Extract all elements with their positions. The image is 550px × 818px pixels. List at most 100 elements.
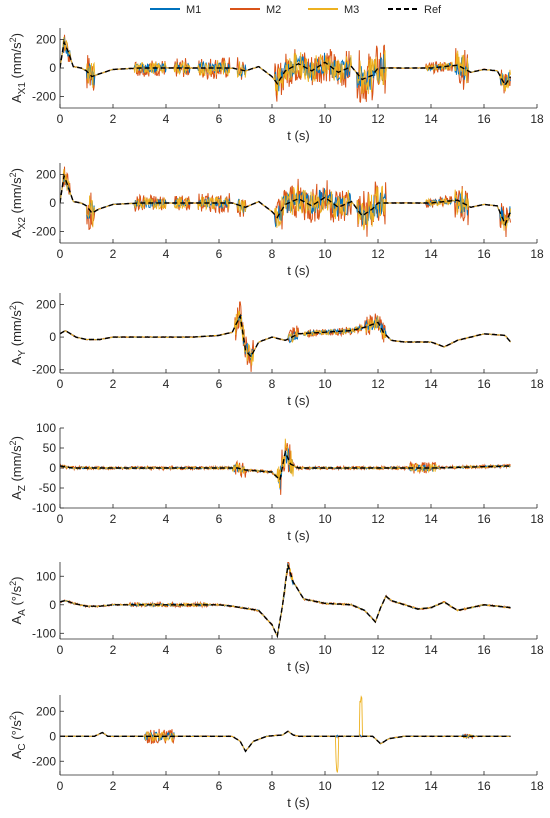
x-tick-label: 10 [318,112,332,126]
x-tick-label: 6 [216,377,223,391]
x-tick-label: 18 [530,643,544,657]
x-tick-label: 4 [163,512,170,526]
x-tick-label: 16 [477,377,491,391]
x-axis-label-ac: t (s) [287,795,309,810]
series-m3-ax2 [60,169,511,231]
y-tick-label: -100 [32,626,56,640]
panel-az: 0 2 4 6 8 10 12 14 16 18 -100 -50 0 50 100 t (s) AZ (mm/… [8,421,544,543]
x-tick-label: 8 [269,247,276,261]
x-tick-label: 14 [424,779,438,793]
y-axis-label-ay: AY (mm/s2) [8,301,28,365]
x-tick-label: 4 [163,643,170,657]
y-tick-label: 0 [49,461,56,475]
x-axis-label-ay: t (s) [287,393,309,408]
y-tick-label: -50 [39,481,57,495]
y-tick-label: 0 [49,729,56,743]
x-tick-label: 6 [216,247,223,261]
x-tick-label: 18 [530,247,544,261]
x-tick-label: 8 [269,512,276,526]
legend-label-m3: M3 [344,4,359,16]
x-tick-label: 4 [163,112,170,126]
x-tick-label: 4 [163,779,170,793]
x-tick-label: 12 [371,247,385,261]
plot-area-aa [60,562,511,639]
series-m1-aa [60,563,511,636]
x-axis-label-aa: t (s) [287,659,309,674]
x-tick-label: 18 [530,112,544,126]
x-tick-label: 6 [216,512,223,526]
x-tick-label: 0 [57,643,64,657]
x-tick-label: 8 [269,112,276,126]
series-m2-aa [60,562,511,636]
x-tick-label: 18 [530,512,544,526]
plot-area-ax2 [60,166,512,238]
y-tick-label: 200 [36,297,56,311]
series-m1-ax1 [60,37,511,92]
y-tick-label: 0 [49,330,56,344]
x-tick-label: 4 [163,377,170,391]
y-tick-label: 0 [49,61,56,75]
x-axis-label-az: t (s) [287,528,309,543]
x-tick-label: 10 [318,377,332,391]
series-m1-ac [60,731,511,752]
x-axis-label-ax1: t (s) [287,128,309,143]
x-tick-label: 16 [477,779,491,793]
x-tick-label: 10 [318,247,332,261]
plot-area-ac [60,695,511,773]
x-tick-label: 0 [57,112,64,126]
series-ref-aa [60,564,511,639]
x-tick-label: 18 [530,377,544,391]
y-tick-label: 0 [49,598,56,612]
x-tick-label: 16 [477,247,491,261]
legend-label-m1: M1 [186,4,201,16]
y-tick-label: 50 [43,441,57,455]
x-tick-label: 10 [318,779,332,793]
x-tick-label: 6 [216,643,223,657]
y-tick-label: 200 [36,32,56,46]
y-tick-label: -200 [32,754,56,768]
x-tick-label: 0 [57,377,64,391]
x-tick-label: 14 [424,112,438,126]
x-tick-label: 10 [318,643,332,657]
y-tick-label: -200 [32,225,56,239]
x-tick-label: 0 [57,247,64,261]
x-tick-label: 2 [110,112,117,126]
series-m3-aa [60,564,511,636]
x-tick-label: 2 [110,377,117,391]
y-tick-label: 100 [36,569,56,583]
y-tick-label: 200 [36,167,56,181]
x-tick-label: 14 [424,512,438,526]
y-axis-label-aa: AA (°/s2) [8,577,28,625]
x-tick-label: 2 [110,779,117,793]
x-tick-label: 16 [477,112,491,126]
y-axis-label-az: AZ (mm/s2) [8,436,28,500]
x-tick-label: 4 [163,247,170,261]
series-m3-ax1 [60,36,511,96]
x-axis-label-ax2: t (s) [287,263,309,278]
x-tick-label: 2 [110,512,117,526]
series-ref-ay [60,313,512,359]
x-tick-label: 12 [371,512,385,526]
series-m2-ac [60,728,511,752]
y-tick-label: 0 [49,196,56,210]
x-tick-label: 6 [216,112,223,126]
x-tick-label: 2 [110,643,117,657]
series-ref-ax2 [60,173,512,227]
x-tick-label: 8 [269,779,276,793]
x-tick-label: 14 [424,643,438,657]
y-tick-label: -200 [32,90,56,104]
x-tick-label: 10 [318,512,332,526]
x-tick-label: 0 [57,779,64,793]
x-tick-label: 14 [424,247,438,261]
series-m3-ac [60,695,511,773]
x-tick-label: 16 [477,512,491,526]
y-axis-label-ac: AC (°/s2) [8,711,28,760]
legend-label-ref: Ref [424,4,442,16]
